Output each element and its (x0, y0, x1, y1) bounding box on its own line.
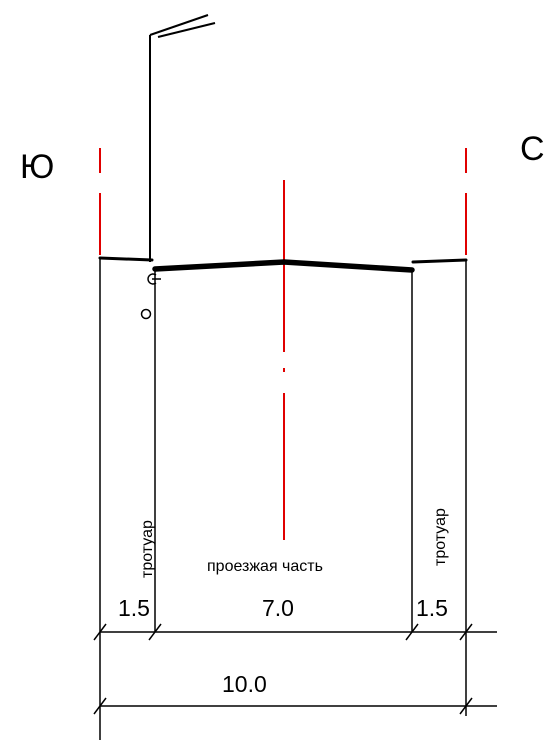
north-label: С (520, 130, 545, 168)
sidewalk-left-label: тротуар (139, 520, 156, 578)
dim-sidewalk-right: 1.5 (416, 595, 448, 621)
left-sidewalk-surface (98, 256, 154, 262)
boundary-lines (99, 258, 467, 740)
street-lamp (149, 14, 216, 262)
curb-symbol (147, 273, 161, 285)
dim-total: 10.0 (222, 671, 267, 697)
south-label: Ю (20, 148, 54, 186)
dim-sidewalk-left: 1.5 (118, 595, 150, 621)
carriageway-surface (152, 259, 415, 273)
right-sidewalk-surface (411, 258, 468, 264)
dim-carriageway: 7.0 (262, 595, 294, 621)
dimension-lines (93, 623, 497, 715)
drain-symbol (140, 308, 152, 320)
road-profile (98, 256, 468, 273)
carriageway-label: проезжая часть (207, 558, 323, 575)
sidewalk-right-label: тротуар (432, 508, 449, 566)
axis-lines (99, 148, 467, 540)
